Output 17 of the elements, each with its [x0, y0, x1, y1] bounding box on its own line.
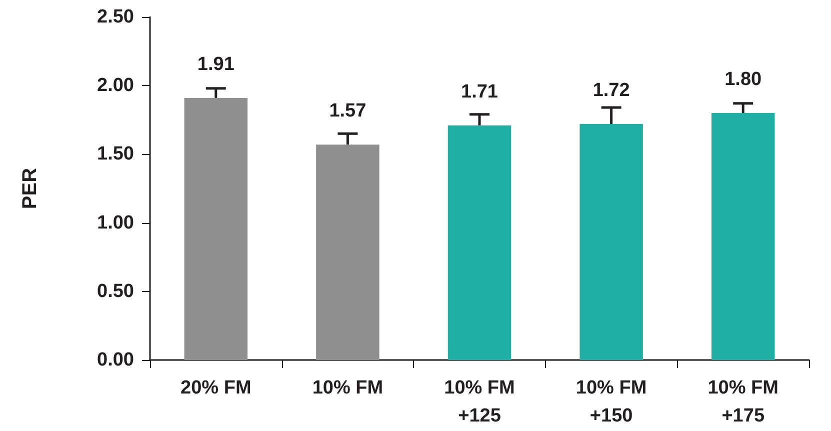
y-tick-label: 0.50: [97, 280, 134, 302]
data-label: 1.91: [197, 54, 235, 75]
y-axis-title: PER: [19, 167, 41, 210]
x-tick-label: 10% FM +125: [444, 378, 515, 426]
y-tick-label: 1.50: [97, 144, 134, 165]
data-label: 1.71: [461, 81, 498, 102]
x-tick-label: 10% FM +150: [576, 378, 647, 426]
y-tick-label: 2.00: [97, 75, 134, 96]
data-label: 1.80: [724, 69, 762, 90]
x-tick-label: 10% FM: [312, 378, 384, 398]
data-label: 1.57: [329, 100, 366, 122]
x-tick-label: 10% FM +175: [708, 378, 778, 426]
data-label: 1.72: [592, 80, 630, 102]
y-tick-label: 2.50: [97, 6, 134, 28]
y-tick-label: 1.00: [97, 212, 134, 234]
y-tick-label: 0.00: [97, 350, 134, 370]
x-tick-label: 20% FM: [180, 378, 252, 398]
